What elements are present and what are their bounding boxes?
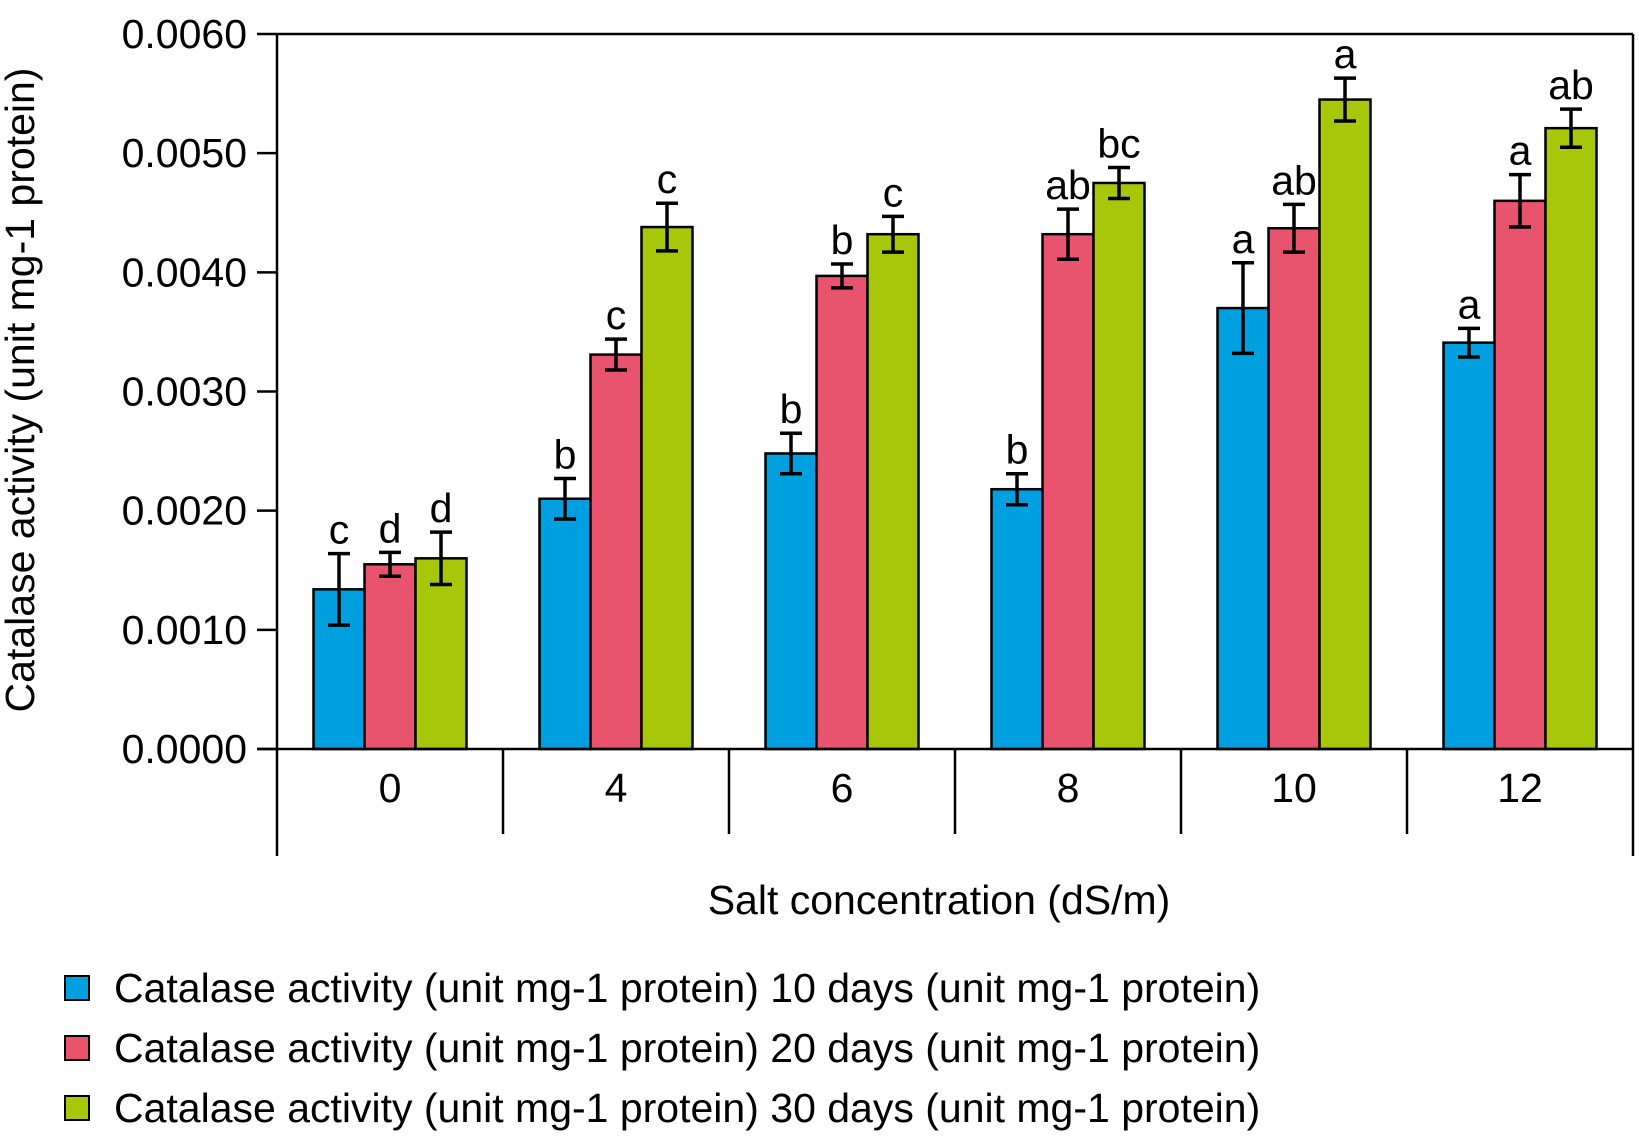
bar-6-series-1 [764,452,818,751]
significance-letter-6-series-3: c [883,169,904,215]
y-tick-label-0.0000: 0.0000 [122,726,247,772]
error-bar-4-series-3 [656,201,678,253]
legend-item-10-days: Catalase activity (unit mg-1 protein) 10… [64,958,1260,1018]
significance-letter-8-series-3: bc [1097,120,1140,166]
bar-6-series-2 [815,274,869,751]
bar-0-series-2 [363,563,417,751]
bar-4-series-1 [538,497,592,751]
error-bar-10-series-2 [1283,202,1305,254]
error-bar-0-series-1 [328,551,350,627]
error-bar-8-series-3 [1108,165,1130,201]
legend-label-20-days: Catalase activity (unit mg-1 protein) 20… [114,1024,1261,1071]
significance-letter-12-series-1: a [1458,281,1481,327]
legend-swatch-20-days [64,1035,90,1061]
error-bar-8-series-1 [1006,471,1028,507]
y-tick-label-0.0010: 0.0010 [122,607,247,653]
significance-letter-12-series-2: a [1509,128,1532,174]
legend-item-20-days: Catalase activity (unit mg-1 protein) 20… [64,1018,1260,1078]
error-bar-10-series-3 [1334,76,1356,123]
axes-layer: 0.0000 0.0010 0.0020 0.0030 0.0040 0.0050 0.00… [122,11,1635,856]
error-bar-12-series-3 [1560,107,1582,149]
significance-letter-8-series-2: ab [1045,162,1091,208]
error-bar-0-series-2 [379,550,401,578]
bar-8-series-1 [990,487,1044,751]
legend-label-30-days: Catalase activity (unit mg-1 protein) 30… [114,1084,1261,1131]
y-axis-title: Catalase activity (unit mg-1 protein) [0,68,43,713]
legend-swatch-30-days [64,1095,90,1121]
error-bar-8-series-2 [1057,207,1079,261]
y-tick-label-0.0020: 0.0020 [122,488,247,534]
error-bar-10-series-1 [1232,261,1254,356]
error-bar-4-series-2 [605,337,627,372]
x-tick-label-0: 0 [379,765,402,811]
y-tick-label-0.0060: 0.0060 [122,11,247,57]
error-bar-4-series-1 [554,476,576,521]
legend: Catalase activity (unit mg-1 protein) 10… [64,958,1260,1138]
error-bar-0-series-3 [430,530,452,587]
x-tick-label-6: 6 [831,765,854,811]
bar-8-series-2 [1041,232,1095,751]
significance-letter-6-series-1: b [780,386,803,432]
x-axis-title: Salt concentration (dS/m) [708,877,1171,923]
bar-6-series-3 [866,232,920,751]
error-bar-6-series-1 [780,431,802,476]
bar-4-series-3 [640,225,694,751]
error-bar-6-series-3 [882,214,904,254]
bars-layer [312,98,1598,751]
bar-4-series-2 [589,353,643,751]
significance-letter-10-series-3: a [1334,31,1357,77]
legend-item-30-days: Catalase activity (unit mg-1 protein) 30… [64,1078,1260,1138]
x-tick-label-10: 10 [1271,765,1317,811]
bar-10-series-2 [1267,226,1321,751]
significance-letter-8-series-1: b [1006,427,1029,473]
error-bars-layer [328,76,1582,627]
bar-12-series-1 [1442,341,1496,751]
significance-letter-4-series-3: c [657,156,678,202]
significance-letter-4-series-1: b [554,431,577,477]
significance-letter-0-series-3: d [430,485,453,531]
legend-label-10-days: Catalase activity (unit mg-1 protein) 10… [114,964,1261,1011]
bar-12-series-3 [1544,126,1598,751]
significance-letter-4-series-2: c [606,292,627,338]
significance-letter-10-series-1: a [1232,216,1255,262]
y-tick-label-0.0050: 0.0050 [122,130,247,176]
bar-10-series-1 [1216,306,1270,751]
x-tick-label-4: 4 [605,765,628,811]
significance-letter-6-series-2: b [831,217,854,263]
significance-letter-10-series-2: ab [1271,157,1317,203]
y-tick-label-0.0040: 0.0040 [122,249,247,295]
significance-letter-0-series-2: d [379,505,402,551]
legend-swatch-10-days [64,975,90,1001]
error-bar-12-series-1 [1458,326,1480,359]
error-bar-12-series-2 [1509,172,1531,229]
x-tick-label-8: 8 [1057,765,1080,811]
error-bar-6-series-2 [831,262,853,290]
x-tick-label-12: 12 [1497,765,1543,811]
significance-letter-0-series-1: c [329,507,350,553]
bar-8-series-3 [1092,181,1146,751]
y-tick-label-0.0030: 0.0030 [122,369,247,415]
bar-0-series-3 [414,557,468,751]
significance-letter-12-series-3: ab [1548,62,1594,108]
bar-10-series-3 [1318,98,1372,751]
bar-12-series-2 [1493,199,1547,751]
